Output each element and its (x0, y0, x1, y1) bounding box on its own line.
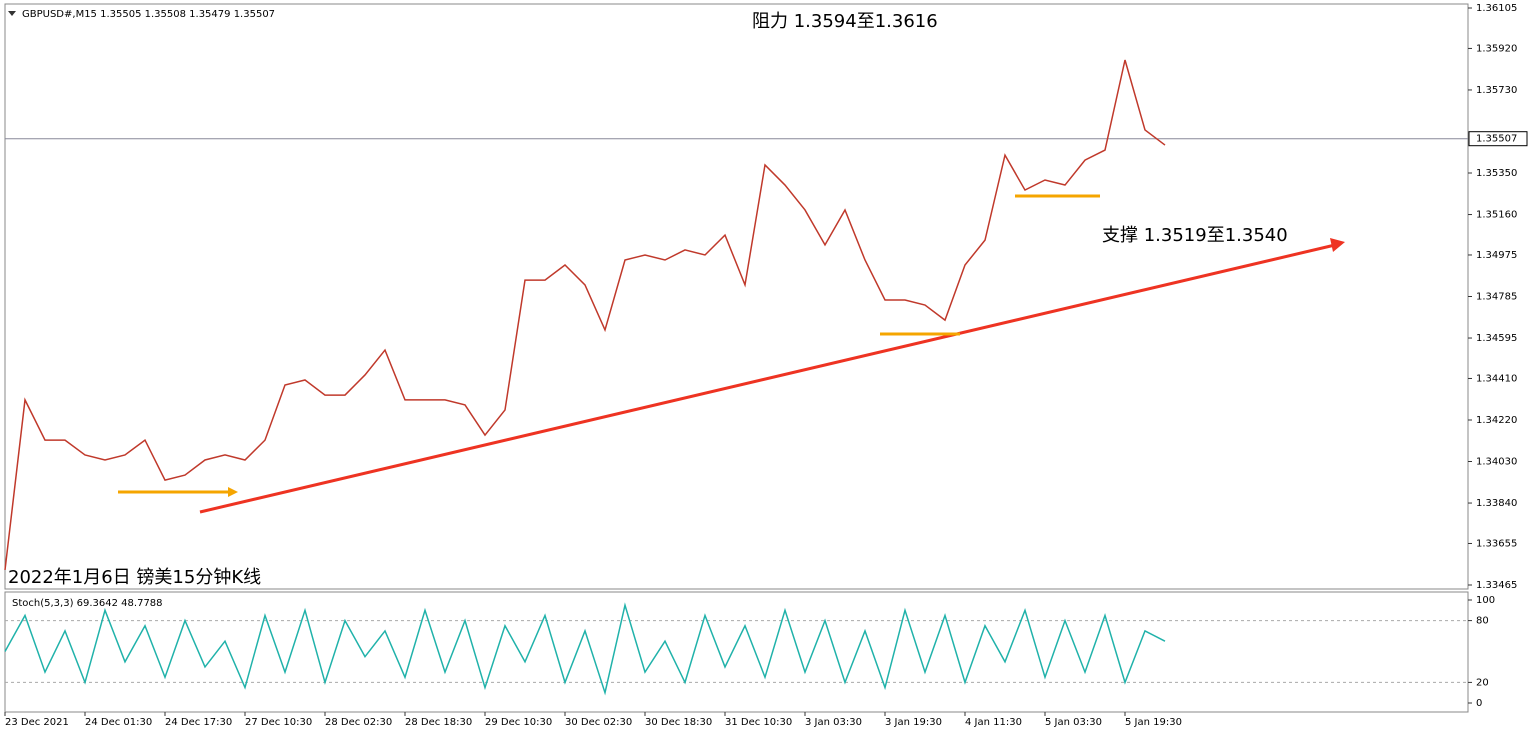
x-tick-label: 5 Jan 19:30 (1125, 717, 1182, 728)
y-tick-label: 0 (1476, 698, 1482, 709)
y-tick-label: 1.33655 (1476, 538, 1517, 549)
current-price-box (1468, 131, 1528, 147)
x-tick-label: 3 Jan 19:30 (885, 717, 942, 728)
x-tick-label: 4 Jan 11:30 (965, 717, 1022, 728)
x-tick-label: 27 Dec 10:30 (245, 717, 312, 728)
y-tick-label: 1.35920 (1476, 43, 1517, 54)
trend-line (199, 243, 1336, 514)
y-tick-label: 100 (1476, 595, 1495, 606)
header: GBPUSD#,M15 1.35505 1.35508 1.35479 1.35… (22, 9, 275, 20)
chart-caption: 2022年1月6日 镑美15分钟K线 (8, 567, 261, 588)
x-tick-label: 30 Dec 18:30 (645, 717, 712, 728)
y-tick-label: 1.35350 (1476, 168, 1517, 179)
y-tick-label: 1.34030 (1476, 457, 1517, 468)
stoch-frame (4, 591, 1469, 713)
y-tick-label: 1.35160 (1476, 210, 1517, 221)
y-tick-label: 1.34595 (1476, 333, 1517, 344)
trend-arrow (1330, 238, 1345, 252)
price-line (4, 59, 1166, 571)
x-tick-label: 28 Dec 02:30 (325, 717, 392, 728)
y-tick-label: 1.33465 (1476, 580, 1517, 591)
x-tick-label: 5 Jan 03:30 (1045, 717, 1102, 728)
x-tick-label: 29 Dec 10:30 (485, 717, 552, 728)
menu-arrow (8, 11, 16, 16)
x-tick-label: 24 Dec 17:30 (165, 717, 232, 728)
support-note: 支撑 1.3519至1.3540 (1102, 225, 1288, 246)
resistance-note: 阻力 1.3594至1.3616 (752, 11, 938, 32)
y-tick-label: 20 (1476, 677, 1489, 688)
y-tick-label: 1.34785 (1476, 292, 1517, 303)
x-tick-label: 28 Dec 18:30 (405, 717, 472, 728)
stoch-title: Stoch(5,3,3) 69.3642 48.7788 (12, 598, 163, 609)
y-tick-label: 1.36105 (1476, 3, 1517, 14)
y-tick-label: 1.35730 (1476, 85, 1517, 96)
current-price-label: 1.35507 (1476, 134, 1517, 145)
y-tick-label: 80 (1476, 616, 1489, 627)
y-tick-label: 1.33840 (1476, 498, 1517, 509)
x-tick-label: 3 Jan 03:30 (805, 717, 862, 728)
price-line (4, 602, 1166, 696)
x-tick-label: 31 Dec 10:30 (725, 717, 792, 728)
y-tick-label: 1.34410 (1476, 373, 1517, 384)
x-tick-label: 30 Dec 02:30 (565, 717, 632, 728)
x-tick-label: 23 Dec 2021 (5, 717, 69, 728)
y-tick-label: 1.34975 (1476, 250, 1517, 261)
support-arrow (228, 487, 238, 497)
y-tick-label: 1.34220 (1476, 415, 1517, 426)
x-tick-label: 24 Dec 01:30 (85, 717, 152, 728)
